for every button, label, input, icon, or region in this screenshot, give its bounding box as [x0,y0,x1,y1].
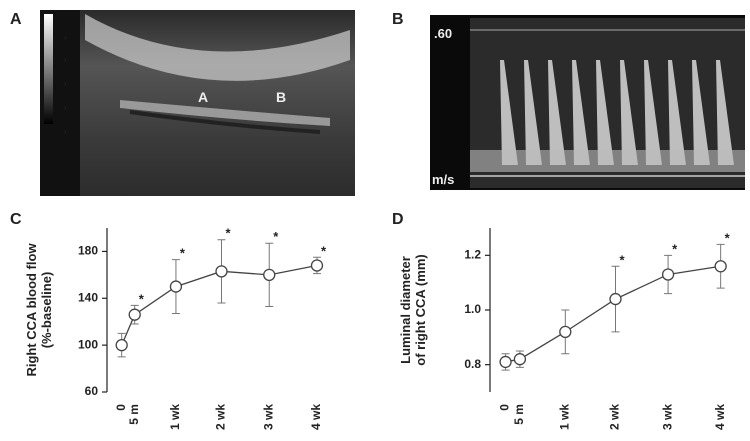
image-label: B [276,89,286,105]
y-axis-label: of right CCA (mm) [413,254,428,365]
x-tick-label: 5 m [127,404,141,425]
panel-label: D [392,211,404,228]
doppler-image: .60 m/s [430,15,745,190]
x-tick-label: 4 wk [309,404,323,430]
y-tick-label: 100 [78,337,98,351]
data-point [128,308,141,321]
x-tick-label: 1 wk [557,404,571,430]
y-tick-label: 60 [85,384,99,398]
panel-label: B [392,11,404,28]
panel-label: C [10,211,22,228]
x-tick-label: 1 wk [168,404,182,430]
svg-text:›: › [64,127,67,136]
data-point [714,260,727,273]
data-point [661,268,675,281]
x-tick-label: 0 [498,404,512,411]
x-tick-label: 5 m [512,404,526,425]
x-tick-label: 2 wk [608,404,622,430]
data-point [609,292,622,306]
svg-text:›: › [64,33,67,42]
y-axis-label: Luminal diameter [398,256,413,364]
scale-label: .60 [434,26,452,41]
doppler-streak [716,60,734,165]
data-point [263,268,276,282]
image-label: A [198,89,208,105]
doppler-streak [692,60,710,165]
significance-marker: * [321,243,327,258]
doppler-streak [524,60,542,165]
significance-marker: * [226,226,232,241]
data-line [505,265,721,363]
data-point [215,265,228,278]
data-point [115,338,128,352]
x-tick-label: 0 [114,404,128,411]
doppler-streak [596,60,614,165]
ultrasound-image: › › › › › A B [40,10,355,196]
y-axis-label: (%-baseline) [39,272,54,349]
significance-marker: * [672,241,678,256]
doppler-streak [668,60,686,165]
data-point [559,325,572,339]
y-tick-label: 140 [78,290,98,304]
doppler-streak [548,60,566,165]
significance-marker: * [725,230,731,245]
doppler-streak [620,60,638,165]
data-point [499,355,512,369]
data-point [169,280,183,293]
x-tick-label: 4 wk [713,404,727,430]
data-point [513,353,527,366]
doppler-streak [572,60,590,165]
x-tick-label: 3 wk [660,404,674,430]
y-tick-label: 180 [78,244,98,258]
y-tick-label: 0.8 [464,357,481,371]
x-tick-label: 2 wk [214,404,228,430]
doppler-streak [644,60,662,165]
y-tick-label: 1.0 [464,302,481,316]
data-point [310,259,324,272]
unit-label: m/s [432,172,454,187]
significance-marker: * [139,291,145,306]
y-axis-label: Right CCA blood flow [24,243,39,377]
significance-marker: * [180,246,186,261]
x-tick-label: 3 wk [261,404,275,430]
data-line [121,264,318,346]
svg-text:›: › [64,103,67,112]
doppler-streak [500,60,518,165]
y-tick-label: 1.2 [464,248,481,262]
svg-text:›: › [64,79,67,88]
significance-marker: * [273,229,279,244]
panel-label: A [10,11,22,28]
significance-marker: * [620,252,626,267]
svg-text:›: › [64,55,67,64]
